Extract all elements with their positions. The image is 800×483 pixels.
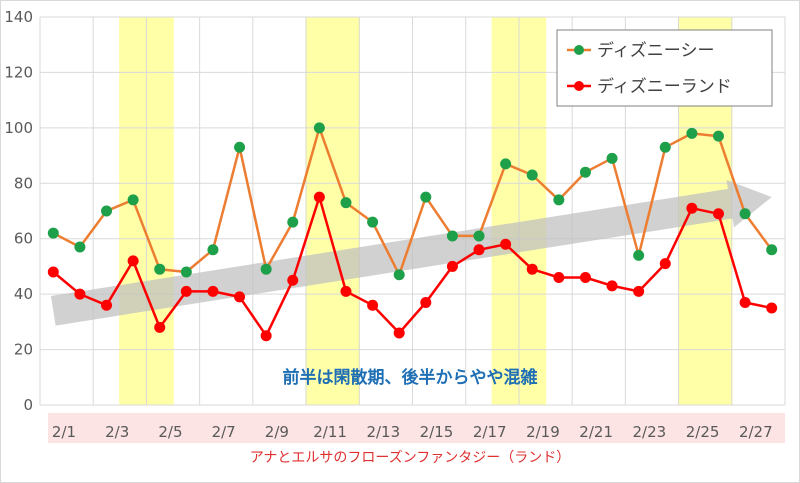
data-point bbox=[500, 158, 512, 170]
trend-arrow bbox=[51, 180, 772, 326]
series-1 bbox=[47, 122, 778, 281]
data-point bbox=[180, 266, 192, 278]
x-tick-label: 2/9 bbox=[265, 423, 289, 441]
data-point bbox=[739, 208, 751, 220]
legend-swatch-marker bbox=[574, 45, 584, 55]
data-point bbox=[127, 194, 139, 206]
data-point bbox=[712, 130, 724, 142]
data-point bbox=[659, 258, 671, 270]
annotation-text: 前半は閑散期、後半からやや混雑 bbox=[283, 367, 538, 388]
data-point bbox=[579, 272, 591, 284]
data-point bbox=[473, 230, 485, 242]
data-point bbox=[154, 321, 166, 333]
data-point bbox=[606, 152, 618, 164]
x-tick-label: 2/5 bbox=[158, 423, 182, 441]
data-point bbox=[367, 299, 379, 311]
data-point bbox=[686, 202, 698, 214]
legend-item: ディズニーシー bbox=[567, 40, 714, 61]
data-point bbox=[553, 194, 565, 206]
data-point bbox=[47, 266, 59, 278]
highlight-span-2 bbox=[305, 17, 360, 405]
data-point bbox=[340, 285, 352, 297]
series-line-2 bbox=[52, 195, 772, 337]
y-tick-label: 140 bbox=[4, 8, 33, 26]
y-tick-label: 100 bbox=[4, 119, 33, 137]
y-tick-label: 0 bbox=[23, 396, 33, 414]
data-point bbox=[420, 296, 432, 308]
data-point bbox=[446, 230, 458, 242]
legend-swatch-marker bbox=[574, 81, 584, 91]
data-point bbox=[420, 191, 432, 203]
y-tick-label: 120 bbox=[4, 63, 33, 81]
data-point bbox=[234, 141, 246, 153]
data-point bbox=[393, 269, 405, 281]
data-point bbox=[393, 327, 405, 339]
data-point bbox=[47, 227, 59, 239]
x-tick-label: 2/11 bbox=[313, 423, 347, 441]
x-tick-label: 2/13 bbox=[366, 423, 400, 441]
data-point bbox=[207, 244, 219, 256]
data-point bbox=[712, 208, 724, 220]
data-point bbox=[633, 285, 645, 297]
x-tick-label: 2/25 bbox=[686, 423, 720, 441]
x-tick-label: 2/21 bbox=[579, 423, 613, 441]
x-tick-label: 2/3 bbox=[105, 423, 129, 441]
data-point bbox=[553, 272, 565, 284]
data-point bbox=[127, 255, 139, 267]
data-point bbox=[739, 296, 751, 308]
x-tick-label: 2/23 bbox=[633, 423, 667, 441]
data-point bbox=[367, 216, 379, 228]
data-point bbox=[500, 238, 512, 250]
series-line-1 bbox=[52, 126, 773, 276]
legend-label: ディズニーランド bbox=[597, 76, 732, 97]
data-point bbox=[446, 260, 458, 272]
x-axis-band bbox=[48, 413, 785, 443]
data-point bbox=[180, 285, 192, 297]
data-point bbox=[234, 291, 246, 303]
data-point bbox=[606, 280, 618, 292]
data-point bbox=[766, 302, 778, 314]
x-tick-label: 2/27 bbox=[739, 423, 773, 441]
data-point bbox=[287, 274, 299, 286]
x-tick-label: 2/7 bbox=[212, 423, 236, 441]
data-point bbox=[313, 122, 325, 134]
footer-caption: アナとエルサのフローズンファンタジー（ランド） bbox=[250, 450, 571, 466]
data-point bbox=[686, 127, 698, 139]
y-tick-label: 20 bbox=[14, 341, 33, 359]
data-point bbox=[766, 244, 778, 256]
legend-label: ディズニーシー bbox=[597, 40, 714, 61]
data-point bbox=[74, 241, 86, 253]
series-2 bbox=[47, 191, 778, 342]
y-tick-label: 80 bbox=[14, 174, 33, 192]
data-point bbox=[633, 249, 645, 261]
x-tick-label: 2/17 bbox=[473, 423, 507, 441]
y-tick-label: 60 bbox=[14, 230, 33, 248]
data-point bbox=[340, 197, 352, 209]
data-point bbox=[313, 191, 325, 203]
data-point bbox=[260, 330, 272, 342]
x-tick-label: 2/19 bbox=[526, 423, 560, 441]
data-point bbox=[154, 263, 166, 275]
data-point bbox=[287, 216, 299, 228]
data-point bbox=[260, 263, 272, 275]
legend-box bbox=[556, 29, 773, 107]
data-point bbox=[101, 205, 113, 217]
x-tick-label: 2/1 bbox=[52, 423, 76, 441]
data-point bbox=[579, 166, 591, 178]
data-point bbox=[659, 141, 671, 153]
data-point bbox=[526, 263, 538, 275]
data-point bbox=[526, 169, 538, 181]
data-point bbox=[473, 244, 485, 256]
x-tick-label: 2/15 bbox=[420, 423, 454, 441]
legend-item: ディズニーランド bbox=[567, 76, 732, 97]
data-point bbox=[101, 299, 113, 311]
data-point bbox=[74, 288, 86, 300]
y-tick-label: 40 bbox=[14, 285, 33, 303]
data-point bbox=[207, 285, 219, 297]
